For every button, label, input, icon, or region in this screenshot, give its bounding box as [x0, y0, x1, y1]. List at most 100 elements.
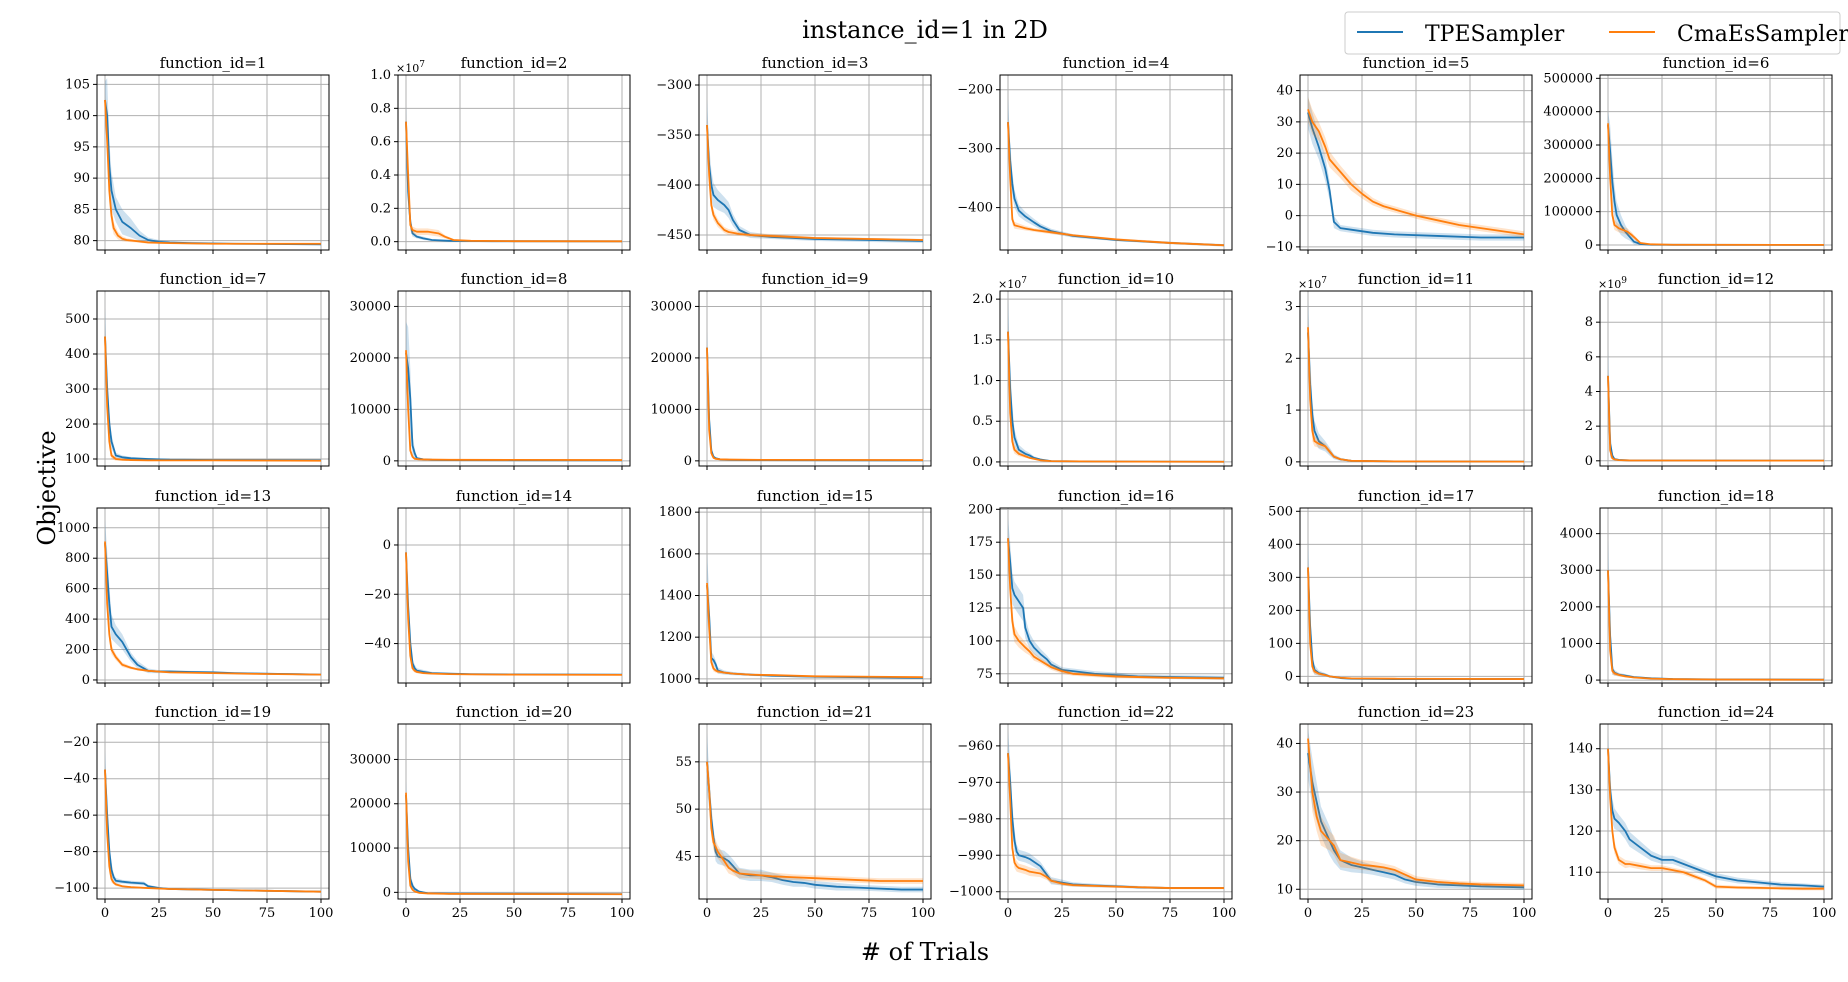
series-line-cmaes: [706, 761, 923, 882]
subplot-grid-lines: [1000, 724, 1232, 899]
y-tick-label: 45: [675, 849, 692, 864]
subplot-grid-lines: [97, 508, 329, 683]
series-line-cmaes: [405, 121, 623, 243]
y-tick-label: −300: [656, 78, 692, 93]
legend-tpe-label: TPESampler: [1425, 22, 1565, 47]
y-tick-label: −1000: [949, 885, 993, 900]
y-tick-label: 0: [684, 454, 692, 469]
subplot-title: function_id=23: [1358, 703, 1474, 721]
x-tick-label: 0: [101, 906, 109, 921]
y-tick-label: −990: [957, 848, 993, 863]
y-tick-label: 30: [1276, 115, 1293, 130]
y-tick-label: 20: [1276, 146, 1293, 161]
y-tick-label: −60: [63, 808, 90, 823]
y-tick-label: 8: [1585, 315, 1593, 330]
subplot-7: function_id=7 100 200 300 400 500: [65, 270, 330, 470]
figure-title: instance_id=1 in 2D: [802, 16, 1048, 44]
y-tick-label: 1400: [659, 589, 692, 604]
y-tick-label: −100: [54, 881, 90, 896]
subplot-grid-lines: [97, 724, 329, 899]
subplot-6: function_id=6 0 100000 200000 300000 400000 50…: [1543, 54, 1833, 254]
subplot-13: function_id=13 0 200 400 600 800 1000: [57, 487, 330, 688]
subplot-grid-lines: [398, 724, 630, 899]
x-tick-label: 50: [205, 906, 222, 921]
y-tick-label: −350: [656, 128, 692, 143]
y-tick-label: −960: [957, 739, 993, 754]
y-tick-label: 75: [976, 667, 993, 682]
subplot-grid-lines: [1000, 75, 1232, 250]
subplot-title: function_id=3: [762, 54, 869, 72]
subplot-title: function_id=19: [155, 703, 271, 721]
series-line-cmaes: [1307, 567, 1525, 680]
y-tick-label: 40: [1276, 736, 1293, 751]
y-tick-label: 800: [65, 551, 90, 566]
subplot-grid-lines: [1000, 291, 1232, 466]
x-tick-label: 100: [309, 906, 334, 921]
y-tick-label: 0: [1585, 454, 1593, 469]
subplot-title: function_id=7: [160, 270, 267, 288]
y-tick-label: 10000: [350, 402, 391, 417]
subplot-plot-area: [1607, 349, 1825, 462]
y-tick-label: 175: [968, 535, 993, 550]
subplot-grid-lines: [1600, 724, 1832, 899]
subplot-plot-area: [1307, 728, 1525, 890]
subplot-plot-area: [706, 553, 924, 679]
x-tick-label: 75: [1162, 906, 1179, 921]
series-band-cmaes: [707, 757, 923, 884]
y-tick-label: 0.2: [370, 201, 391, 216]
x-tick-label: 0: [703, 906, 711, 921]
subplot-2: function_id=2 0.0 0.2 0.4 0.6 0.8 1.0 ×107: [370, 54, 631, 254]
y-tick-label: 2.0: [972, 292, 993, 307]
y-tick-label: 1000: [659, 672, 692, 687]
y-tick-label: 105: [65, 77, 90, 92]
subplot-grid-lines: [1000, 508, 1232, 683]
x-tick-label: 25: [1654, 906, 1671, 921]
y-tick-label: 120: [1568, 824, 1593, 839]
series-line-tpe: [1307, 753, 1525, 889]
y-tick-label: −10: [1266, 240, 1293, 255]
subplot-title: function_id=10: [1058, 270, 1174, 288]
subplot-16: function_id=16 75 100 125 150 175 200: [968, 487, 1233, 687]
y-tick-label: 1.0: [972, 374, 993, 389]
y-tick-label: −400: [656, 178, 692, 193]
x-tick-label: 25: [753, 906, 770, 921]
y-tick-label: 1800: [659, 505, 692, 520]
y-tick-label: 4000: [1560, 527, 1593, 542]
subplot-plot-area: [104, 751, 322, 893]
subplot-grid-lines: [398, 508, 630, 683]
y-tick-label: 100: [65, 452, 90, 467]
series-line-cmaes: [1007, 122, 1225, 247]
y-tick-label: −200: [957, 83, 993, 98]
x-tick-label: 100: [911, 906, 936, 921]
y-tick-label: 3: [1285, 300, 1293, 315]
y-tick-label: 500: [65, 312, 90, 327]
subplot-title: function_id=4: [1063, 54, 1170, 72]
subplot-title: function_id=1: [160, 54, 267, 72]
y-tick-label: 2: [1585, 419, 1593, 434]
subplot-grid-lines: [97, 75, 329, 250]
x-tick-label: 100: [1812, 906, 1837, 921]
x-tick-label: 50: [506, 906, 523, 921]
subplot-title: function_id=16: [1058, 487, 1174, 505]
y-tick-label: 10: [1276, 882, 1293, 897]
x-tick-label: 75: [560, 906, 577, 921]
subplot-4: function_id=4 −400 −300 −200: [957, 54, 1233, 254]
subplot-grid-lines: [398, 74, 630, 250]
subplot-grid-lines: [1300, 291, 1532, 466]
subplot-title: function_id=24: [1658, 703, 1774, 721]
subplot-plot-area: [405, 540, 623, 676]
y-tick-label: 400000: [1543, 105, 1593, 120]
x-tick-label: 100: [1512, 906, 1537, 921]
subplot-8: function_id=8 0 10000 20000 30000: [350, 270, 631, 470]
subplot-title: function_id=13: [155, 487, 271, 505]
y-tick-label: 1000: [57, 521, 90, 536]
y-tick-label: 1: [1285, 403, 1293, 418]
y-tick-label: 400: [1268, 537, 1293, 552]
y-tick-label: 10000: [651, 402, 692, 417]
y-tick-label: 2000: [1560, 600, 1593, 615]
series-line-cmaes: [1607, 123, 1825, 246]
y-tick-label: 0.0: [972, 455, 993, 470]
x-tick-label: 100: [1212, 906, 1237, 921]
series-line-cmaes: [1307, 327, 1525, 463]
subplot-9: function_id=9 0 10000 20000 30000: [651, 270, 932, 470]
